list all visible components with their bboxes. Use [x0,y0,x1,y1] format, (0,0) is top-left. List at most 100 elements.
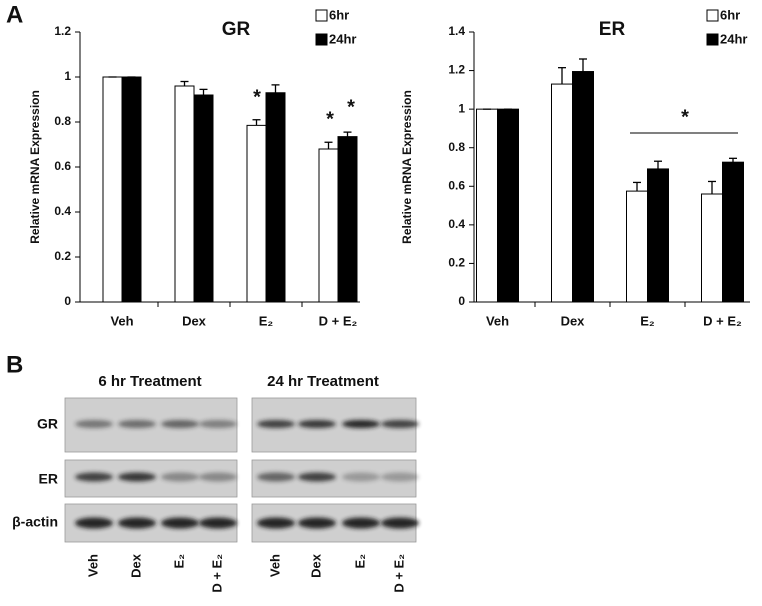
bar [337,136,358,303]
error-bar [558,67,566,85]
x-tick-label: E₂ [259,313,274,328]
x-tick-label: Dex [182,313,207,328]
x-tick-label: Veh [110,313,133,328]
panel-label: A [6,1,23,28]
y-tick-label: 0.8 [54,114,71,128]
bar [722,161,744,303]
annotation: * [326,108,334,130]
blot-band [257,420,295,428]
blot-header: 24 hr Treatment [267,373,379,390]
y-tick-label: 1.2 [448,63,465,77]
blot-band [342,420,380,428]
bar [193,94,214,303]
x-tick-label: D + E₂ [703,313,742,328]
error-bar [180,80,189,86]
blot-row-label: GR [37,416,58,432]
blot-band [257,517,295,529]
y-axis-label: Relative mRNA Expression [400,90,414,244]
y-tick-label: 0.6 [54,159,71,173]
chart-title: GR [222,19,251,40]
y-tick-label: 0.4 [448,217,465,231]
blot-band [381,517,419,529]
y-tick-label: 1.4 [448,24,465,38]
error-bar [708,180,716,194]
blot-band [298,420,336,428]
error-bar [324,141,333,149]
lane-label: D + E₂ [391,554,406,593]
error-bar [729,157,737,163]
error-bar [654,160,662,169]
y-tick-label: 1 [458,101,465,115]
blot-band [118,472,156,482]
legend-swatch [315,33,328,46]
bar [626,190,648,303]
error-bar [271,84,280,93]
bar [246,124,267,303]
blot-band [199,420,237,428]
legend-swatch [315,9,328,22]
legend-swatch [706,9,719,22]
lane-label: Dex [128,553,143,578]
annotation: * [253,86,261,108]
y-tick-label: 1 [64,69,71,83]
y-tick-label: 0.8 [448,140,465,154]
blot-band [118,517,156,529]
legend-swatch [706,33,719,46]
blot-band [342,472,380,482]
error-bar [633,181,641,192]
x-tick-label: Dex [561,313,586,328]
bar [647,168,669,303]
bar [102,76,123,303]
y-tick-label: 0.6 [448,178,465,192]
y-tick-label: 0 [458,294,465,308]
bar [121,76,142,303]
bar [476,108,498,303]
blot-band [199,517,237,529]
legend-label: 6hr [720,7,740,22]
y-tick-label: 1.2 [54,24,71,38]
bar [174,85,195,303]
y-tick-label: 0.2 [54,249,71,263]
lane-label: Dex [308,553,323,578]
bar [572,71,594,303]
x-tick-label: D + E₂ [319,313,358,328]
annotation: * [681,106,689,128]
panel-label: B [6,351,23,378]
blot-band [381,472,419,482]
blot-row-label: ER [39,471,58,487]
error-bar [579,58,587,72]
blot-header: 6 hr Treatment [98,373,201,390]
bar [701,193,723,303]
bar [497,108,519,303]
blot-band [75,472,113,482]
error-bar [199,88,208,95]
bar [318,148,339,303]
annotation: * [347,96,355,118]
legend-label: 24hr [720,31,747,46]
y-tick-label: 0.4 [54,204,71,218]
y-tick-label: 0 [64,294,71,308]
blot-band [342,517,380,529]
blot-band [161,420,199,428]
lane-label: Veh [85,554,100,577]
blot-band [161,517,199,529]
chart-title: ER [599,19,626,40]
y-tick-label: 0.2 [448,256,465,270]
blot-band [199,472,237,482]
blot-band [75,420,113,428]
blot-band [161,472,199,482]
blot-row-label: β-actin [12,514,58,530]
y-axis-label: Relative mRNA Expression [28,90,42,244]
bar [551,83,573,303]
error-bar [252,119,261,126]
blot-band [298,517,336,529]
x-tick-label: Veh [486,313,509,328]
x-tick-label: E₂ [640,313,655,328]
lane-label: E₂ [171,554,186,569]
blot-band [257,472,295,482]
lane-label: Veh [267,554,282,577]
blot-band [381,420,419,428]
error-bar [343,131,352,137]
blot-band [298,472,336,482]
